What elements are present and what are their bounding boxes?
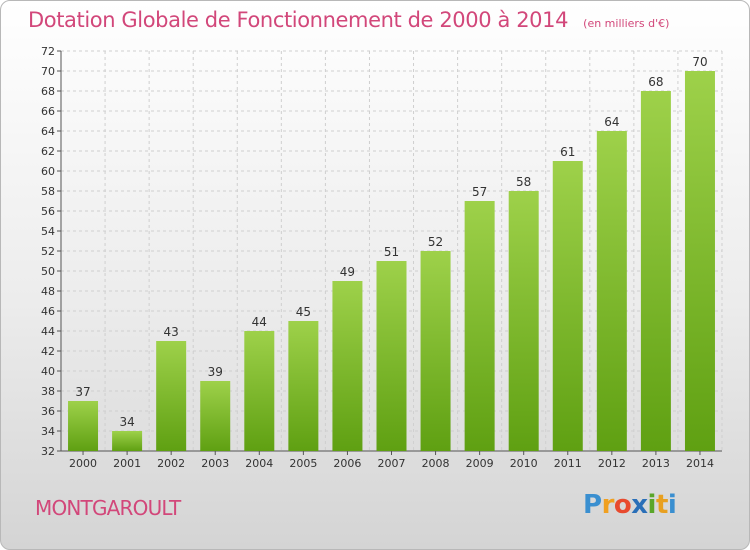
x-tick-label-2000: 2000 <box>69 457 97 470</box>
y-tick-label: 66 <box>41 105 55 118</box>
data-label-2009: 57 <box>472 185 487 199</box>
x-tick-label-2008: 2008 <box>422 457 450 470</box>
logo-letter: o <box>613 490 632 520</box>
bar-2010 <box>508 191 539 451</box>
x-tick-label-2001: 2001 <box>113 457 141 470</box>
y-tick-label: 40 <box>41 365 55 378</box>
bar-2002 <box>156 341 187 451</box>
y-tick-label: 68 <box>41 85 55 98</box>
bar-2012 <box>596 131 627 451</box>
data-label-2003: 39 <box>208 365 223 379</box>
y-tick-label: 44 <box>41 325 55 338</box>
data-label-2004: 44 <box>252 315 267 329</box>
data-label-2013: 68 <box>648 75 663 89</box>
data-label-2001: 34 <box>119 415 134 429</box>
logo-letter: i <box>647 490 657 520</box>
x-tick-label-2012: 2012 <box>598 457 626 470</box>
data-label-2008: 52 <box>428 235 443 249</box>
data-label-2007: 51 <box>384 245 399 259</box>
label-layer: 32 34 36 38 40 42 44 46 48 50 52 54 56 58 60 62 64 66 68 70… <box>41 45 714 470</box>
bar-2003 <box>200 381 231 451</box>
data-label-2014: 70 <box>692 55 707 69</box>
y-tick-label: 56 <box>41 205 55 218</box>
data-label-2002: 43 <box>164 325 179 339</box>
x-tick-label-2005: 2005 <box>289 457 317 470</box>
x-tick-label-2011: 2011 <box>554 457 582 470</box>
bar-layer <box>68 71 715 451</box>
y-tick-label: 46 <box>41 305 55 318</box>
x-tick-label-2006: 2006 <box>333 457 361 470</box>
x-tick-label-2004: 2004 <box>245 457 273 470</box>
chart-unit-label: (en milliers d'€) <box>583 17 670 30</box>
logo-letter: P <box>583 490 602 520</box>
x-tick-label-2013: 2013 <box>642 457 670 470</box>
x-tick-label-2014: 2014 <box>686 457 714 470</box>
y-tick-label: 38 <box>41 385 55 398</box>
bar-2004 <box>244 331 275 451</box>
logo-letter: x <box>631 490 648 520</box>
bar-2000 <box>68 401 99 451</box>
y-tick-label: 52 <box>41 245 55 258</box>
chart-title: Dotation Globale de Fonctionnement de 20… <box>28 8 669 32</box>
logo-letter: t <box>655 490 668 520</box>
bar-2011 <box>552 161 583 451</box>
y-tick-label: 42 <box>41 345 55 358</box>
x-tick-label-2009: 2009 <box>466 457 494 470</box>
bar-2013 <box>640 91 671 451</box>
data-label-2006: 49 <box>340 265 355 279</box>
commune-name: MONTGAROULT <box>35 496 181 520</box>
bar-2014 <box>684 71 715 451</box>
bar-2001 <box>112 431 143 451</box>
x-tick-label-2010: 2010 <box>510 457 538 470</box>
y-tick-label: 58 <box>41 185 55 198</box>
x-tick-label-2007: 2007 <box>378 457 406 470</box>
y-tick-label: 34 <box>41 425 55 438</box>
logo-letter: r <box>601 490 615 520</box>
data-label-2010: 58 <box>516 175 531 189</box>
bar-2005 <box>288 321 319 451</box>
chart-title-text: Dotation Globale de Fonctionnement de 20… <box>28 8 569 32</box>
y-tick-label: 54 <box>41 225 55 238</box>
bar-2009 <box>464 201 495 451</box>
x-tick-label-2002: 2002 <box>157 457 185 470</box>
y-tick-label: 32 <box>41 445 55 458</box>
bar-2007 <box>376 261 407 451</box>
bar-2008 <box>420 251 451 451</box>
y-tick-label: 64 <box>41 125 55 138</box>
y-tick-label: 50 <box>41 265 55 278</box>
x-tick-label-2003: 2003 <box>201 457 229 470</box>
y-tick-label: 72 <box>41 45 55 58</box>
y-tick-label: 60 <box>41 165 55 178</box>
data-label-2012: 64 <box>604 115 619 129</box>
y-tick-label: 36 <box>41 405 55 418</box>
proxiti-logo: Proxiti <box>583 490 677 520</box>
data-label-2005: 45 <box>296 305 311 319</box>
y-tick-label: 70 <box>41 65 55 78</box>
data-label-2000: 37 <box>75 385 90 399</box>
bar-2006 <box>332 281 363 451</box>
y-tick-label: 48 <box>41 285 55 298</box>
logo-letter: i <box>667 490 677 520</box>
y-tick-label: 62 <box>41 145 55 158</box>
data-label-2011: 61 <box>560 145 575 159</box>
